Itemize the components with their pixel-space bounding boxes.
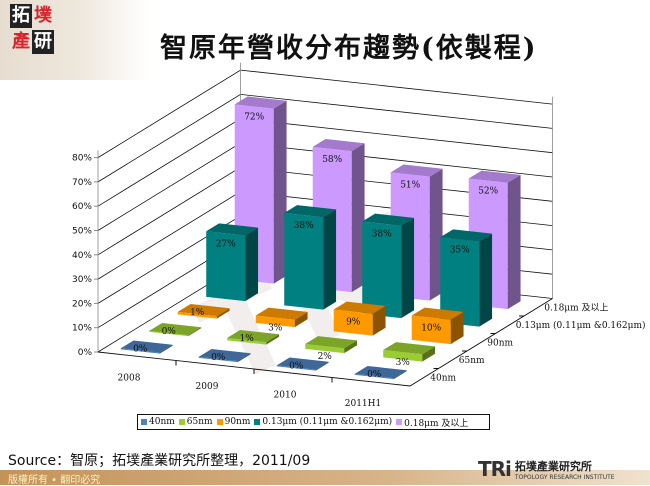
y-tick-label: 30% <box>72 275 92 285</box>
legend-item: 0.18μm 及以上 <box>396 416 468 429</box>
data-label: 38% <box>372 230 392 240</box>
chart-legend: 40nm 65nm 90nm 0.13μm (0.11μm &0.162μm) 0.18… <box>137 414 490 430</box>
data-label: 38% <box>294 221 314 231</box>
bar: 38% <box>362 213 415 319</box>
legend-item: 0.13μm (0.11μm &0.162μm) <box>254 417 392 427</box>
y-tick-label: 20% <box>72 299 92 309</box>
data-label: 0% <box>211 353 226 363</box>
y-tick-label: 10% <box>72 324 92 334</box>
source-note: Source：智原；拓墣產業研究所整理，2011/09 <box>8 453 311 469</box>
depth-axis-label: 40nm <box>430 373 456 383</box>
bar: 1% <box>227 330 280 345</box>
tri-logo-mark: TRi <box>478 457 512 481</box>
bar: 0% <box>276 357 329 371</box>
bar: 0% <box>149 322 202 337</box>
legend-item: 40nm <box>141 417 175 427</box>
legend-label: 40nm <box>149 417 175 427</box>
y-tick-label: 40% <box>72 251 92 261</box>
data-label: 72% <box>244 112 264 122</box>
legend-swatch-icon <box>396 419 403 425</box>
footer-bar: 版權所有 • 翻印必究 <box>0 470 650 486</box>
legend-swatch-icon <box>178 419 185 425</box>
data-label: 0% <box>289 361 304 371</box>
data-label: 1% <box>240 334 255 344</box>
logo-char: 拓 <box>10 4 32 28</box>
bar: 0% <box>198 348 251 363</box>
legend-swatch-icon <box>254 419 261 425</box>
legend-swatch-icon <box>141 419 147 425</box>
copyright-text: 版權所有 • 翻印必究 <box>8 475 101 486</box>
depth-axis-label: 0.18μm 及以上 <box>544 302 608 313</box>
x-tick-label: 2011H1 <box>345 399 381 409</box>
data-label: 0% <box>162 327 177 337</box>
logo: 拓 墣 產 研 <box>10 4 54 54</box>
legend-label: 0.18μm 及以上 <box>404 418 469 429</box>
y-tick-label: 50% <box>72 227 92 237</box>
legend-swatch-icon <box>216 419 223 425</box>
data-label: 3% <box>396 358 411 368</box>
legend-item: 90nm <box>216 417 251 427</box>
page-title: 智原年營收分布趨勢(依製程) <box>160 33 538 64</box>
data-label: 1% <box>190 308 205 318</box>
data-label: 3% <box>268 324 283 334</box>
data-label: 27% <box>216 239 236 249</box>
data-label: 51% <box>400 181 420 191</box>
legend-label: 90nm <box>224 417 251 427</box>
legend-item: 65nm <box>178 417 213 427</box>
logo-char: 產 <box>12 31 30 52</box>
bar: 10% <box>411 307 464 345</box>
legend-label: 0.13μm (0.11μm &0.162μm) <box>262 417 393 427</box>
depth-axis-label: 65nm <box>459 356 485 366</box>
x-tick-label: 2008 <box>118 373 141 383</box>
org-logo: TRi 拓墣產業研究所 TOPOLOGY RESEARCH INSTITUTE <box>478 457 615 481</box>
y-tick-label: 60% <box>72 202 92 212</box>
y-tick-label: 0% <box>78 348 93 358</box>
legend-label: 65nm <box>186 417 213 427</box>
bar: 0% <box>120 340 173 354</box>
bar: 3% <box>383 342 436 368</box>
y-tick-label: 70% <box>72 178 92 188</box>
data-label: 2% <box>318 352 333 362</box>
data-label: 0% <box>133 344 148 354</box>
depth-axis-label: 0.13μm (0.11μm &0.162μm) <box>516 320 646 331</box>
data-label: 52% <box>478 187 498 197</box>
org-name-en: TOPOLOGY RESEARCH INSTITUTE <box>514 473 615 481</box>
bar: 3% <box>255 307 308 334</box>
logo-char: 墣 <box>34 5 52 26</box>
bar: 35% <box>440 229 493 327</box>
org-name-zh: 拓墣產業研究所 <box>514 459 592 473</box>
x-tick-label: 2009 <box>196 382 219 392</box>
data-label: 0% <box>367 370 382 380</box>
bar: 27% <box>206 223 259 302</box>
bar: 1% <box>177 304 230 319</box>
bar: 38% <box>284 205 337 310</box>
bar: 0% <box>354 365 407 380</box>
data-label: 35% <box>450 245 470 255</box>
bar: 9% <box>333 301 386 336</box>
data-label: 9% <box>346 318 361 328</box>
data-label: 10% <box>421 324 441 334</box>
y-tick-label: 80% <box>72 154 92 164</box>
logo-char: 研 <box>32 30 54 54</box>
x-tick-label: 2010 <box>274 390 297 400</box>
depth-axis-label: 90nm <box>487 338 513 348</box>
data-label: 58% <box>322 155 342 165</box>
bar: 2% <box>305 336 358 362</box>
floor-axis <box>97 298 553 387</box>
